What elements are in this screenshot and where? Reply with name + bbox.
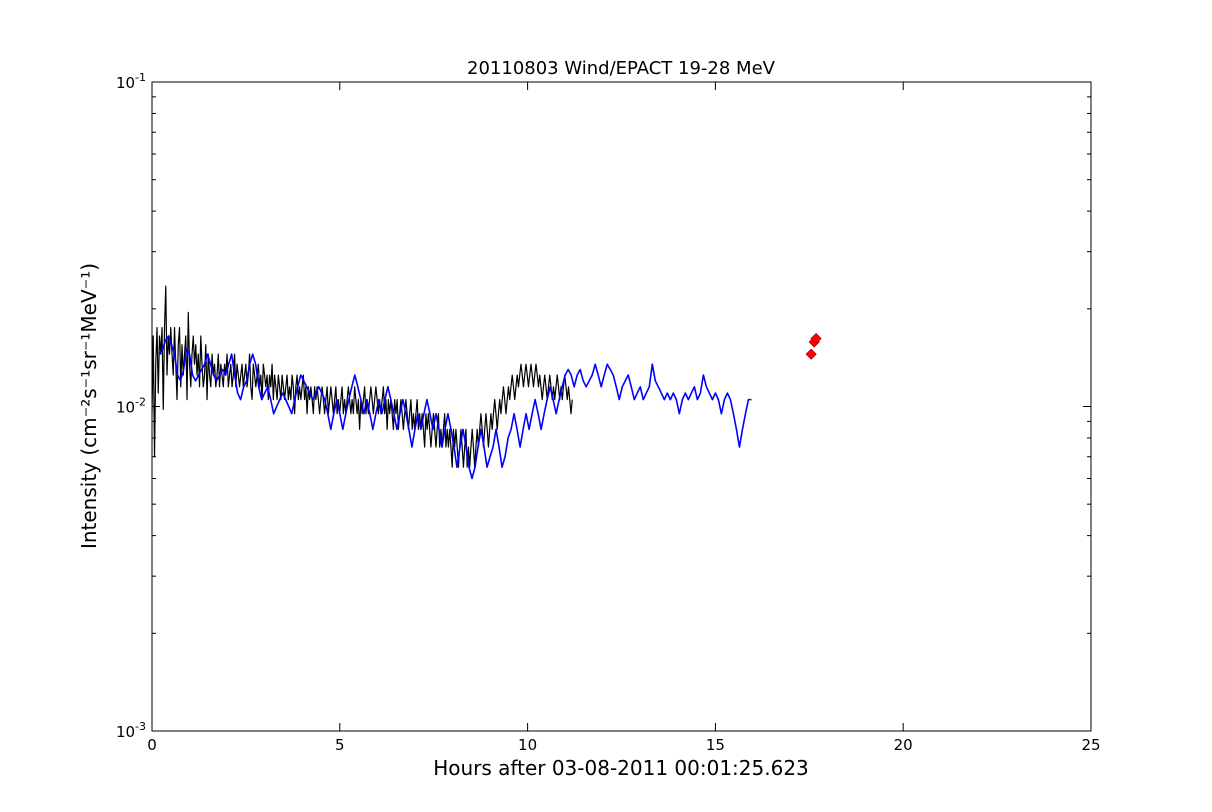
series-line-1: [152, 285, 573, 468]
tick-layer: [151, 81, 1092, 732]
x-tick-labels: 0 5 10 15 20 25: [147, 736, 1100, 754]
chart-title: 20110803 Wind/EPACT 19-28 MeV: [467, 58, 776, 79]
x-tick-label: 15: [706, 736, 725, 754]
y-tick-label: 10-3: [116, 720, 146, 741]
x-axis-label: Hours after 03-08-2011 00:01:25.623: [433, 756, 809, 780]
y-tick-labels: 10-3 10-2 10-1: [116, 71, 146, 741]
marker-layer: [805, 332, 822, 360]
x-tick-label: 20: [894, 736, 913, 754]
x-tick-label: 5: [335, 736, 345, 754]
x-tick-label: 0: [147, 736, 157, 754]
series-layer: [152, 285, 752, 480]
y-tick-label: 10-1: [116, 71, 146, 92]
series-line-2: [158, 335, 752, 480]
y-tick-label: 10-2: [116, 396, 146, 417]
highlight-point: [810, 332, 822, 345]
y-axis-label: Intensity (cm⁻²s⁻¹sr⁻¹MeV⁻¹): [77, 263, 101, 549]
highlight-point: [805, 348, 817, 360]
x-tick-label: 25: [1081, 736, 1100, 754]
x-tick-label: 10: [518, 736, 537, 754]
